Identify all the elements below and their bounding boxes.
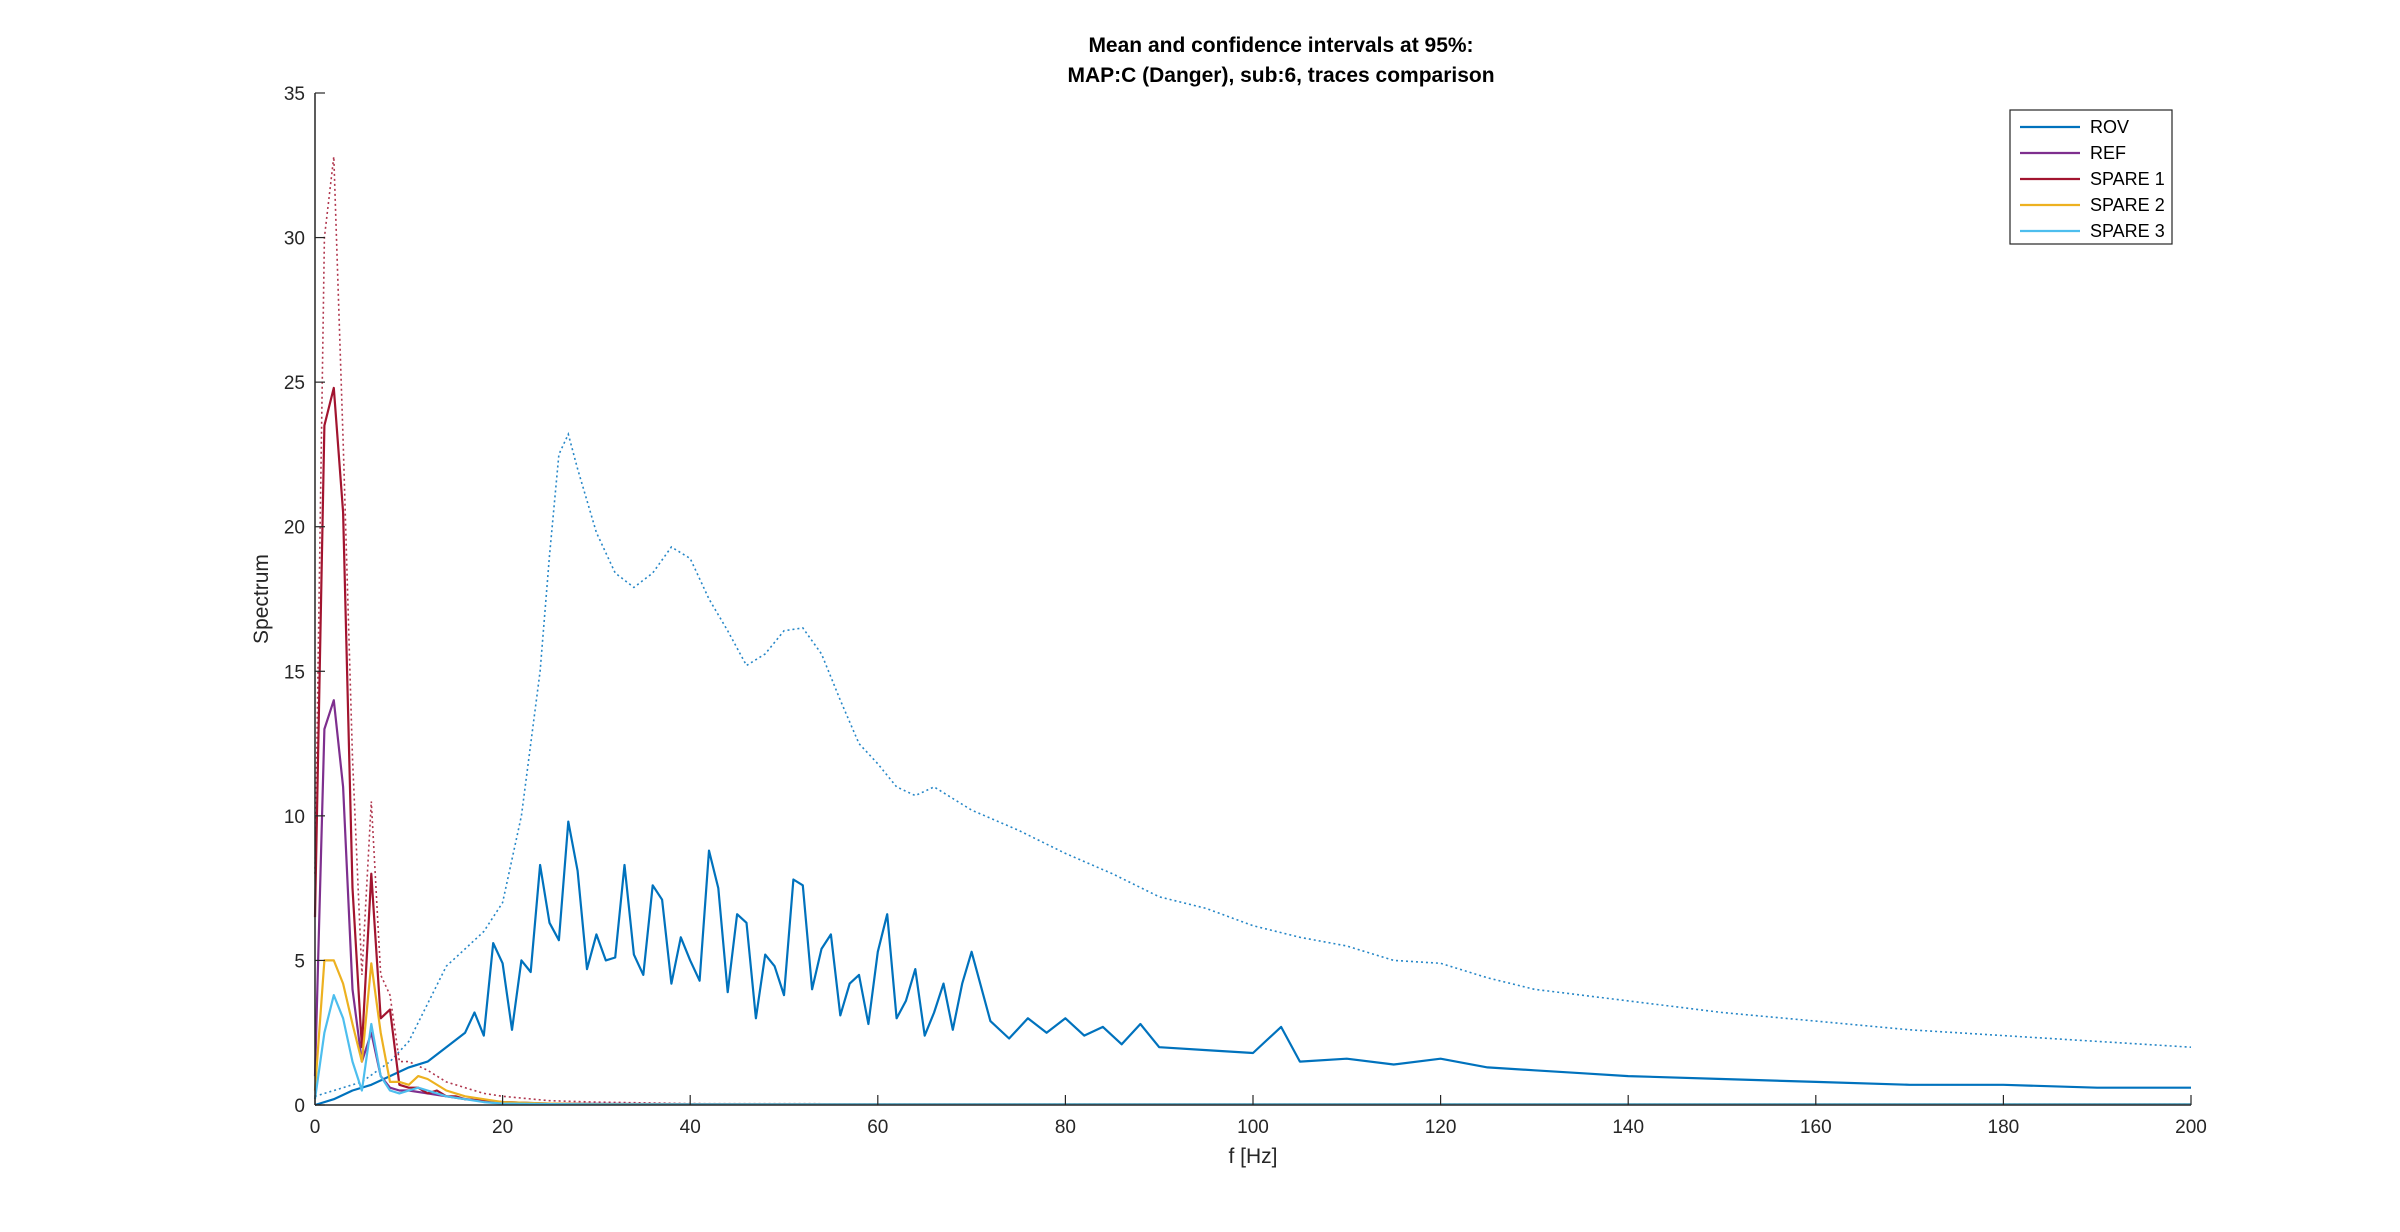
x-tick-label: 100: [1237, 1117, 1269, 1138]
legend-label: SPARE 3: [2090, 221, 2165, 241]
legend: ROV REF SPARE 1 SPARE 2 SPARE 3: [2009, 109, 2173, 245]
x-tick-label: 200: [2175, 1117, 2207, 1138]
y-tick-label: 20: [284, 518, 305, 539]
x-tick-label: 160: [1800, 1117, 1832, 1138]
confidence-interval-lines: [314, 156, 2192, 1105]
chart-title-line-2: MAP:C (Danger), sub:6, traces comparison: [1067, 64, 1494, 87]
y-tick-label: 30: [284, 229, 305, 250]
x-tick-label: 40: [680, 1117, 701, 1138]
ci-upper-spare-1: [314, 156, 2191, 1105]
y-tick-label: 5: [294, 951, 305, 972]
y-tick-label: 0: [294, 1096, 305, 1117]
x-tick-label: 140: [1612, 1117, 1644, 1138]
legend-box: [2009, 109, 2173, 245]
y-tick-label: 15: [284, 662, 305, 683]
axes-background: [315, 93, 2191, 1105]
x-tick-label: 60: [867, 1117, 888, 1138]
x-tick-label: 20: [492, 1117, 513, 1138]
y-tick-label: 10: [284, 807, 305, 828]
y-tick-label: 35: [284, 84, 305, 105]
y-tick-label: 25: [284, 373, 305, 394]
legend-label: REF: [2090, 143, 2126, 163]
x-tick-label: 180: [1988, 1117, 2020, 1138]
chart-title-line-1: Mean and confidence intervals at 95%:: [1088, 34, 1473, 57]
series-line-rov: [314, 820, 2191, 1107]
x-tick-label: 120: [1425, 1117, 1457, 1138]
x-axis-label: f [Hz]: [1228, 1145, 1277, 1168]
legend-label: ROV: [2090, 117, 2129, 137]
x-tick-label: 0: [310, 1117, 321, 1138]
legend-label: SPARE 1: [2090, 169, 2165, 189]
plot-area: 0 20 40 60 80 100 120 140 160 180 200 0 5 10 15 20 25 30…: [284, 84, 2207, 1138]
x-tick-label: 80: [1055, 1117, 1076, 1138]
y-axis-ticks: 0 5 10 15 20 25 30 35: [284, 84, 325, 1117]
x-axis-ticks: 0 20 40 60 80 100 120 140 160 180 200: [310, 1095, 2207, 1138]
legend-label: SPARE 2: [2090, 195, 2165, 215]
y-axis-label: Spectrum: [250, 554, 273, 644]
